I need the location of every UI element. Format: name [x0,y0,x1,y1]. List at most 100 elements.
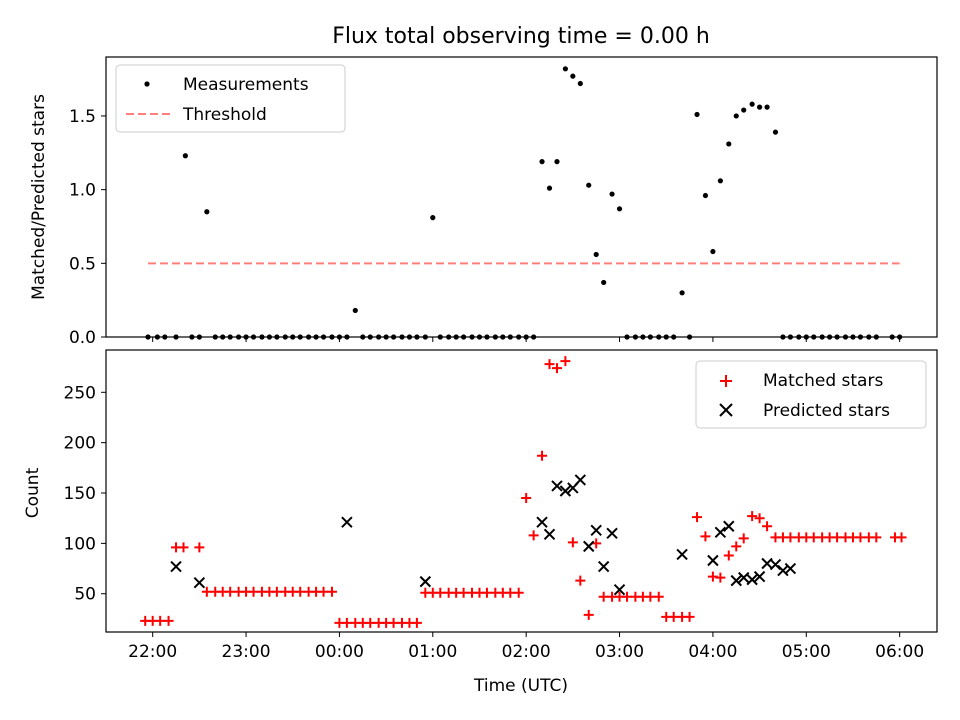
measurement-point [383,334,389,340]
matched-star-point [731,541,742,552]
measurement-point [717,178,723,184]
measurement-point [313,334,319,340]
bottom-axes-frame [105,349,938,633]
measurement-point [710,248,716,255]
matched-star-point [567,537,578,548]
measurement-point [196,334,202,340]
predicted-star-point [730,574,742,587]
measurement-point [376,334,382,340]
top-ytick-label: 1.5 [69,107,96,127]
matched-star-point [707,571,718,582]
matched-star-point [598,591,609,602]
matched-star-point [201,586,212,597]
matched-star-point [754,513,765,524]
measurement-point [686,334,693,340]
predicted-star-point [738,571,750,584]
measurement-point [787,334,794,340]
measurement-point [453,334,459,340]
bottom-ytick-label: 100 [64,534,96,554]
measurement-point [344,334,350,340]
ratio-panel: 0.0 0.5 1.0 1.5 [69,56,938,348]
matched-star-point [855,532,866,543]
measurement-point [430,215,436,221]
measurement-point [679,290,685,296]
measurement-point [647,334,653,340]
measurement-point [329,334,335,340]
predicted-star-point [714,526,727,539]
measurement-point [741,107,747,113]
matched-star-point [513,587,524,598]
top-axes-frame [105,56,938,338]
matched-star-point [747,511,758,522]
measurement-point [306,334,312,340]
measurement-point [145,334,151,340]
matched-star-point [653,591,664,602]
top-ytick-label: 0.5 [69,254,96,274]
measurement-point [803,334,809,340]
measurement-point [406,334,413,340]
measurement-point [772,129,779,135]
matched-star-point [271,586,282,597]
x-tick-label: 22:00 [128,642,177,662]
matched-star-point [194,542,205,553]
matched-star-point [528,530,539,541]
matched-star-point [762,521,773,532]
bottom-y-axis-label: Count [23,467,43,518]
measurement-point [764,104,770,110]
matched-star-point [248,586,259,597]
matched-star-point [481,587,492,598]
legend-matched-marker [720,375,732,387]
legend-threshold-label: Threshold [182,105,267,125]
measurement-point [173,334,179,340]
measurement-point [827,334,833,340]
predicted-star-point [574,474,587,486]
matched-star-point [505,587,516,598]
measurement-point [250,334,257,340]
bottom-legend-frame [695,360,927,429]
top-legend: Measurements Threshold [115,64,346,133]
measurement-point [609,191,615,197]
measurement-point [850,334,856,340]
matched-star-point [871,532,882,543]
predicted-star-point [753,570,766,583]
measurement-point [243,334,249,340]
x-tick-label: 01:00 [408,642,457,662]
measurement-point [842,334,849,340]
measurement-point [819,334,825,340]
x-axis-label: Time (UTC) [473,676,568,696]
measurement-point [461,334,467,340]
matched-star-point [551,363,562,374]
measurement-point [367,334,373,340]
matched-star-point [411,617,422,628]
measurement-point [749,101,755,107]
measurement-point [632,334,639,340]
predicted-star-point [597,560,610,573]
matched-star-point [295,586,306,597]
matched-star-point [318,586,329,597]
measurement-point [570,73,576,79]
measurement-point [857,334,864,340]
legend-measurements-label: Measurements [183,75,309,95]
matched-star-point [163,615,174,626]
predicted-star-point [551,480,563,492]
measurement-point [507,334,513,340]
measurement-point [702,192,709,199]
measurement-point [220,334,226,340]
predicted-star-point [536,516,548,528]
bottom-ytick-label: 50 [74,585,96,605]
measurement-point [866,334,872,340]
matched-star-point [225,586,236,597]
measurement-point [446,334,452,340]
measurement-point [469,334,475,340]
measurement-point [189,334,195,340]
matched-star-point [684,611,695,622]
matched-star-point [692,512,703,523]
bottom-legend: Matched stars Predicted stars [695,360,927,429]
matched-star-point [738,533,749,544]
measurement-point [500,334,506,340]
measurement-point [204,209,210,215]
bottom-ytick-label: 150 [64,484,96,504]
x-tick-label: 00:00 [315,642,364,662]
measurement-point [290,334,296,340]
predicted-star-point [676,548,688,561]
